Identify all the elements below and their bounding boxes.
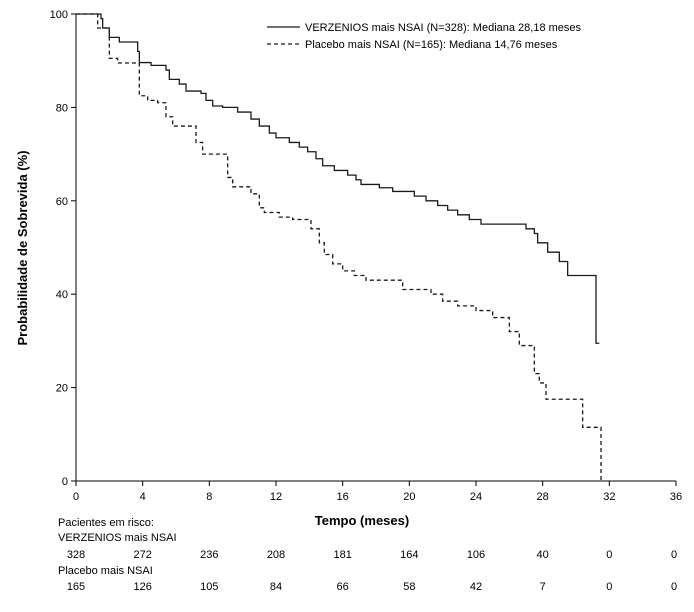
- x-axis-title: Tempo (meses): [315, 513, 409, 528]
- x-tick-label: 32: [603, 491, 615, 503]
- y-tick-label: 100: [50, 9, 68, 21]
- y-tick-label: 60: [56, 196, 68, 208]
- x-tick-label: 24: [470, 491, 482, 503]
- y-tick-label: 80: [56, 102, 68, 114]
- risk-count: 165: [66, 581, 86, 593]
- risk-count: 0: [606, 549, 613, 561]
- risk-count: 208: [266, 549, 286, 561]
- risk-row-label-placebo: Placebo mais NSAI: [58, 565, 153, 577]
- risk-row-label-verzenios: VERZENIOS mais NSAI: [58, 532, 177, 544]
- legend: VERZENIOS mais NSAI (N=328): Mediana 28,…: [267, 22, 582, 51]
- risk-count: 272: [133, 549, 152, 561]
- x-tick-label: 0: [73, 491, 79, 503]
- risk-count: 58: [403, 581, 416, 593]
- risk-table-title: Pacientes em risco:: [58, 517, 154, 529]
- survival-curves: [76, 13, 602, 481]
- x-tick-label: 36: [670, 491, 682, 503]
- legend-label-placebo: Placebo mais NSAI (N=165): Mediana 14,76…: [305, 39, 558, 51]
- risk-count: 84: [269, 581, 283, 593]
- risk-count: 328: [66, 549, 86, 561]
- axes: [75, 14, 676, 482]
- y-axis-title: Probabilidade de Sobrevida (%): [15, 150, 30, 345]
- ticks: 0 4 8 12 16 20 24 28 32 36 0 20 40 60 80 100: [50, 9, 682, 503]
- x-tick-label: 20: [403, 491, 415, 503]
- x-tick-label: 8: [206, 491, 212, 503]
- risk-count: 0: [606, 581, 613, 593]
- risk-count: 126: [133, 581, 152, 593]
- y-tick-label: 0: [62, 476, 68, 488]
- risk-count: 7: [539, 581, 546, 593]
- risk-count: 66: [336, 581, 349, 593]
- risk-count: 106: [466, 549, 486, 561]
- risk-count: 40: [536, 549, 549, 561]
- x-tick-label: 4: [140, 491, 146, 503]
- legend-label-verzenios: VERZENIOS mais NSAI (N=328): Mediana 28,…: [305, 22, 582, 34]
- risk-count: 42: [469, 581, 483, 593]
- x-tick-label: 16: [337, 491, 349, 503]
- risk-count: 0: [670, 581, 678, 593]
- risk-count: 105: [200, 581, 219, 593]
- risk-count: 0: [670, 549, 678, 561]
- series-line-verzenios: [76, 13, 600, 344]
- risk-count: 236: [200, 549, 219, 561]
- series-line-placebo: [76, 13, 602, 481]
- x-tick-label: 12: [270, 491, 282, 503]
- risk-count: 164: [400, 549, 419, 561]
- x-tick-label: 28: [537, 491, 549, 503]
- y-tick-label: 40: [56, 289, 68, 301]
- risk-count: 181: [333, 549, 352, 561]
- y-tick-label: 20: [56, 383, 68, 395]
